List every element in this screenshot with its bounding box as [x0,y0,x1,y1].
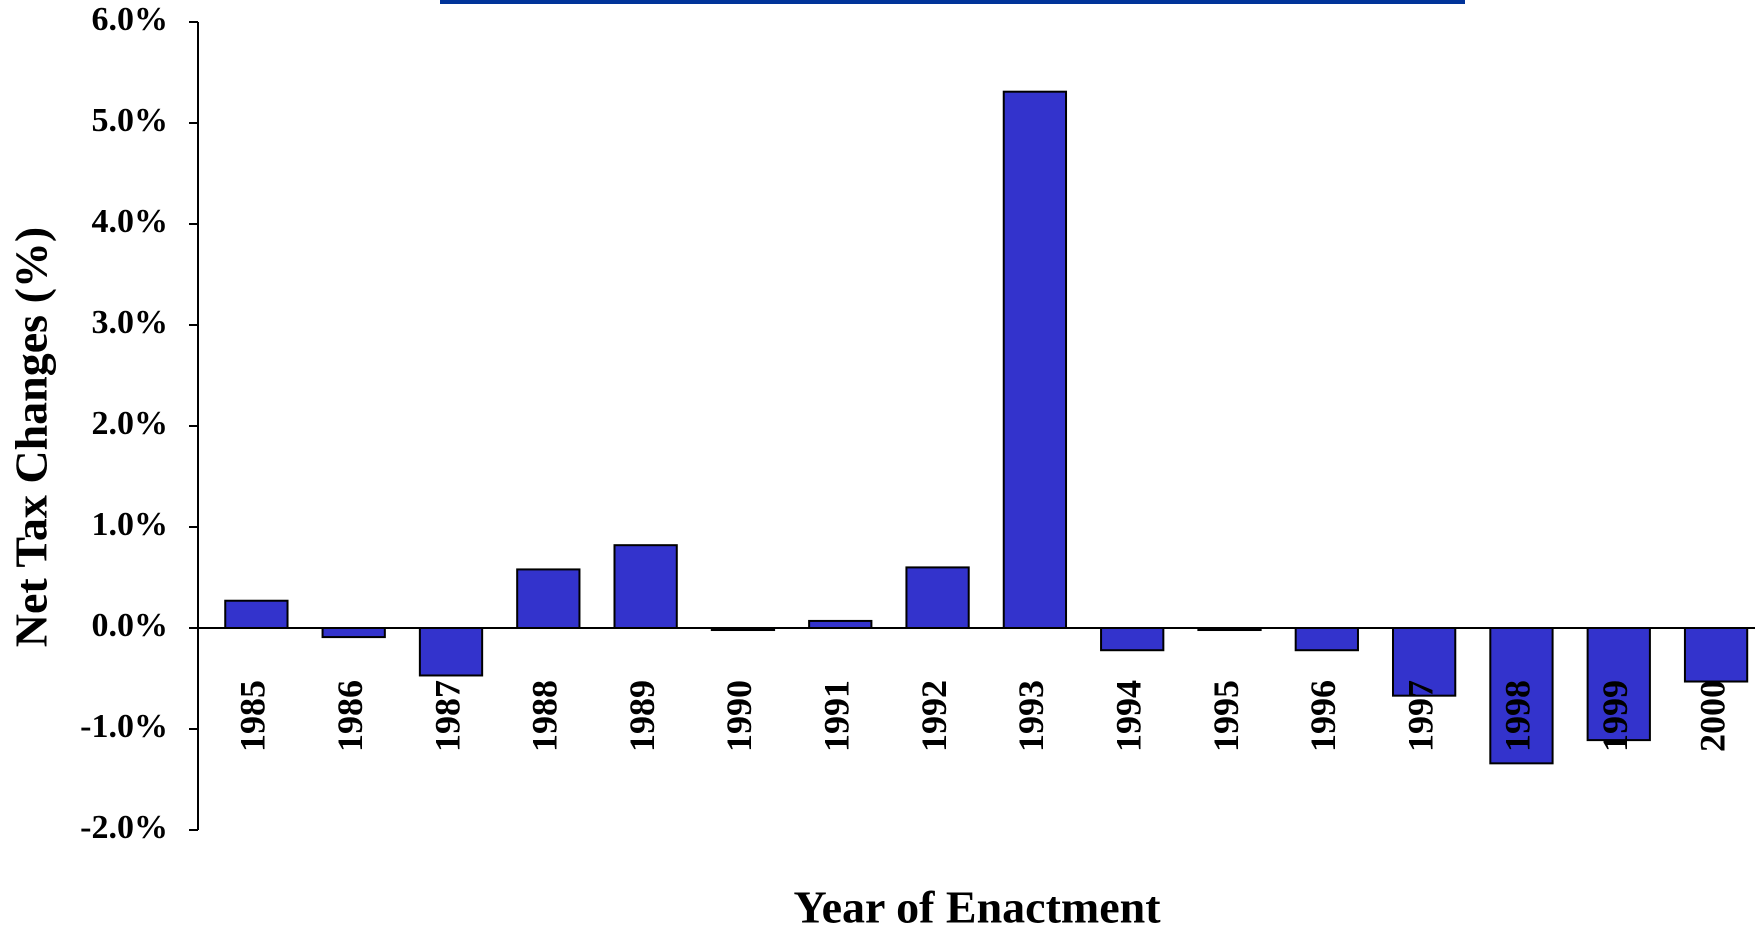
bar [321,627,386,639]
x-tick-label: 1990 [719,680,759,752]
x-axis-title: Year of Enactment [793,882,1161,933]
bar [613,544,678,629]
bar [1683,627,1749,683]
bar [1294,627,1359,652]
y-tick-label: -2.0% [80,809,168,846]
x-tick-label: 1997 [1400,680,1440,752]
bar [1002,90,1068,629]
x-tick-label: 1992 [914,680,954,752]
y-tick-label: -1.0% [80,708,168,745]
y-tick-label: 0.0% [92,607,169,644]
y-axis-title: Net Tax Changes (%) [6,227,57,647]
title-banner [440,0,1465,4]
bar [224,599,289,629]
bar [808,619,873,629]
x-tick-label: 1996 [1303,680,1343,752]
x-tick-label: 1985 [233,680,273,752]
bar [418,627,484,677]
bar [1391,627,1457,697]
y-tick-label: 2.0% [92,405,169,442]
bar [1100,627,1165,652]
x-tick-label: 1993 [1011,680,1051,752]
y-tick-label: 6.0% [92,1,169,38]
x-tick-label: 1995 [1206,680,1246,752]
bar [1586,627,1651,742]
x-tick-label: 1986 [330,680,370,752]
x-tick-label: 1991 [817,680,857,752]
bar [905,566,970,630]
x-tick-label: 1987 [427,680,467,752]
x-tick-label: 1989 [622,680,662,752]
y-tick-label: 5.0% [92,102,169,139]
x-tick-label: 2000 [1692,680,1732,752]
y-tick-label: 4.0% [92,203,169,240]
x-tick-label: 1999 [1595,680,1635,752]
x-tick-label: 1998 [1498,680,1538,752]
y-tick-label: 1.0% [92,506,169,543]
bar [516,568,581,629]
y-tick-label: 3.0% [92,304,169,341]
x-tick-label: 1994 [1108,680,1148,752]
x-tick-label: 1988 [525,680,565,752]
